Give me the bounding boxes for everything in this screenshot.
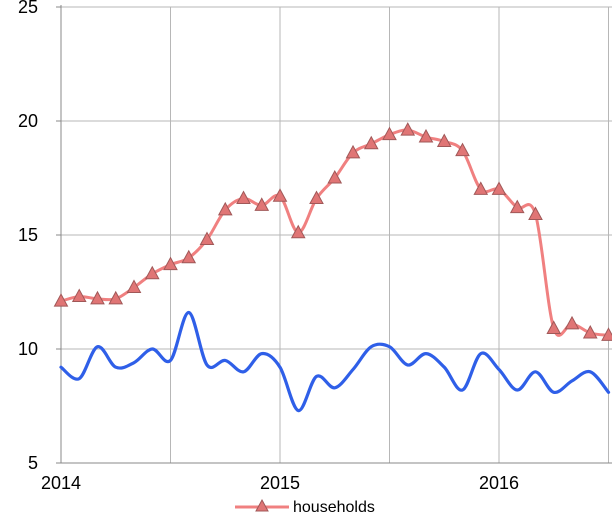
point-households xyxy=(272,188,288,202)
point-households xyxy=(181,249,197,264)
point-households xyxy=(491,181,507,195)
gridlines xyxy=(61,6,612,463)
y-axis-ticks: 5 10 15 20 25 xyxy=(18,0,38,473)
point-households xyxy=(327,169,343,184)
point-households xyxy=(71,288,87,303)
y-tick-label: 5 xyxy=(28,453,38,473)
point-households xyxy=(163,256,178,271)
point-households xyxy=(382,126,397,141)
point-households xyxy=(363,135,379,150)
legend-marker-households xyxy=(255,498,269,512)
point-households xyxy=(108,290,124,305)
y-tick-label: 15 xyxy=(18,225,38,245)
line-series-2 xyxy=(59,310,611,413)
point-households xyxy=(546,320,562,334)
point-households xyxy=(400,122,416,136)
legend-label-households: households xyxy=(293,499,375,516)
point-households xyxy=(582,324,598,339)
y-tick-label: 10 xyxy=(18,339,38,359)
point-households xyxy=(217,201,233,216)
line-households xyxy=(59,128,610,337)
x-tick-label: 2014 xyxy=(41,473,81,493)
point-households xyxy=(90,290,105,305)
x-tick-label: 2016 xyxy=(479,473,519,493)
point-households xyxy=(455,142,470,157)
y-tick-label: 20 xyxy=(18,111,38,131)
x-tick-label: 2015 xyxy=(260,473,300,493)
point-households xyxy=(309,190,324,205)
axes xyxy=(56,5,612,464)
legend: households xyxy=(235,498,375,516)
point-households xyxy=(564,315,580,330)
point-households xyxy=(528,206,543,220)
point-households xyxy=(254,197,270,211)
point-households xyxy=(53,293,69,307)
x-axis-ticks: 2014 2015 2016 xyxy=(41,473,519,493)
point-households xyxy=(345,144,361,159)
series-layer xyxy=(53,122,612,413)
point-households xyxy=(126,279,142,293)
point-households xyxy=(290,224,306,239)
point-households xyxy=(236,190,251,205)
point-households xyxy=(473,181,489,195)
y-tick-label: 25 xyxy=(18,0,38,17)
point-households xyxy=(436,133,452,148)
point-households xyxy=(509,199,525,214)
point-households xyxy=(418,128,434,143)
point-households xyxy=(199,231,215,246)
point-households xyxy=(144,265,160,280)
